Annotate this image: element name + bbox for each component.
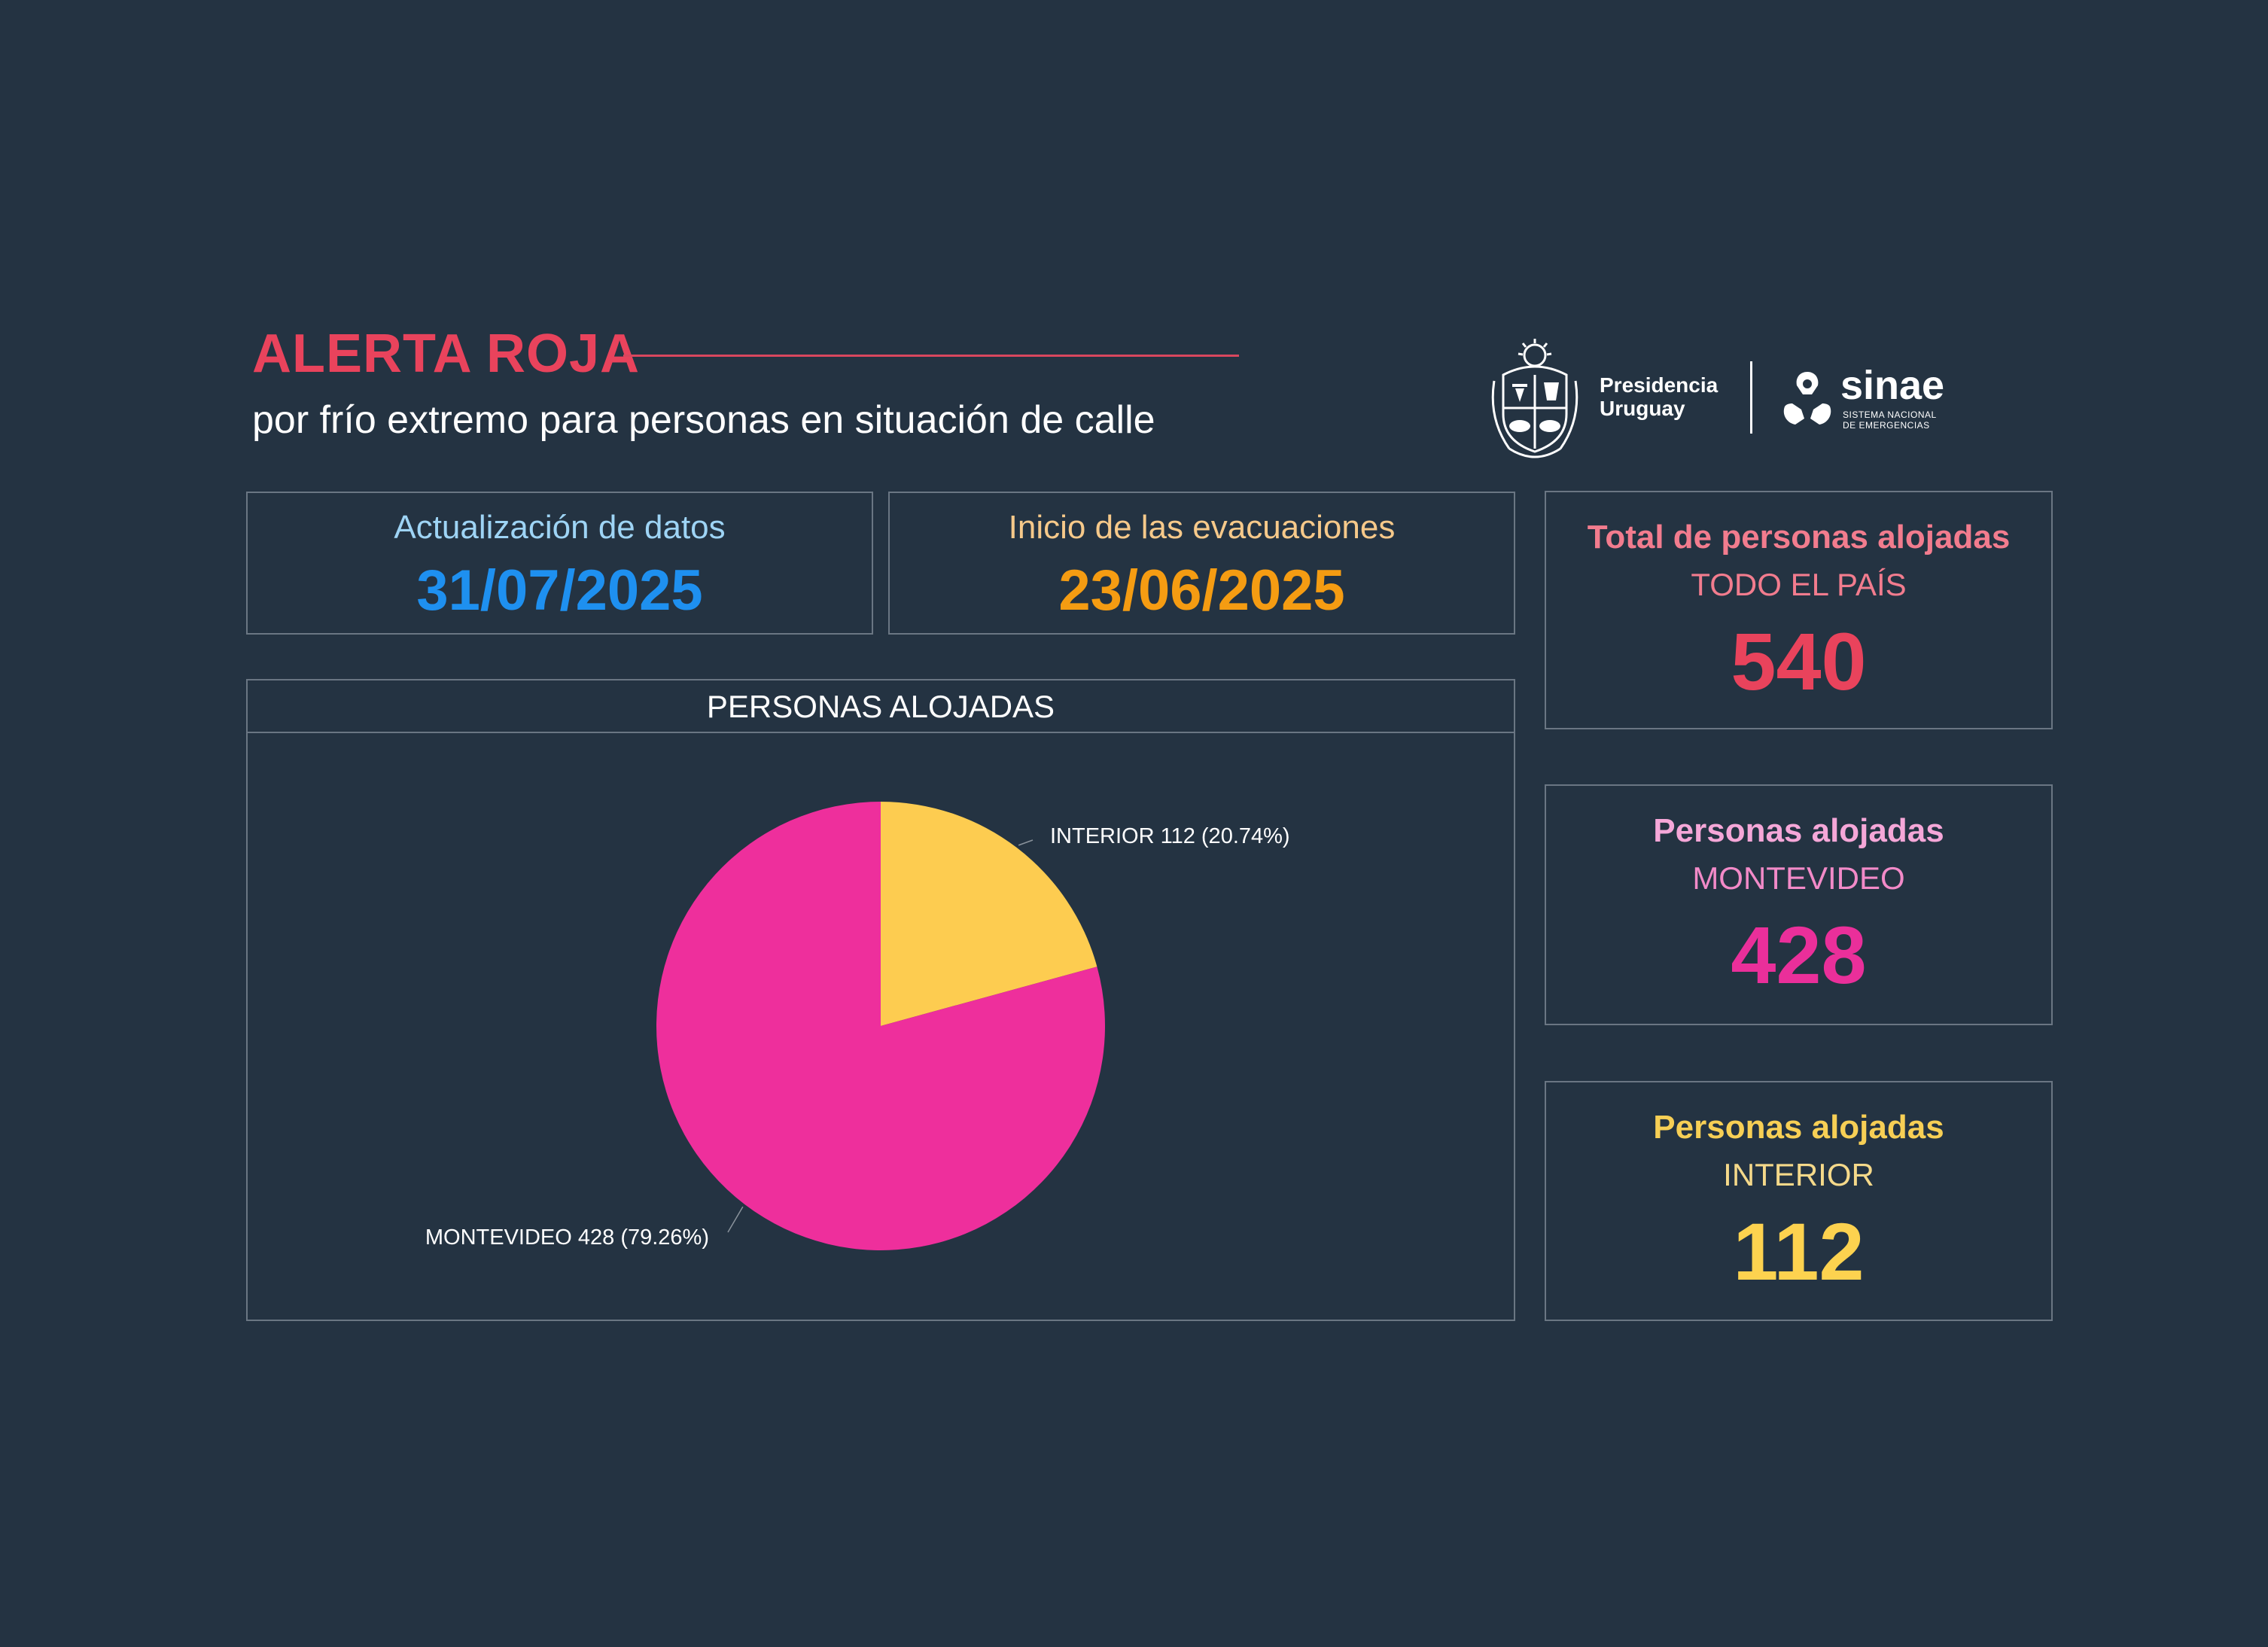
montevideo-stat-sub: MONTEVIDEO — [1692, 860, 1905, 896]
pie-label-interior: INTERIOR 112 (20.74%) — [1050, 824, 1290, 848]
total-stat-card: Total de personas alojadas TODO EL PAÍS … — [1545, 491, 2053, 729]
update-date-label: Actualización de datos — [394, 509, 726, 546]
page-subtitle: por frío extremo para personas en situac… — [252, 398, 1155, 442]
pie-slice-montevideo — [656, 802, 1105, 1250]
evacuation-start-label: Inicio de las evacuaciones — [1008, 509, 1396, 546]
logos: Presidencia Uruguay sinae SISTEMA NACION… — [1487, 330, 1953, 465]
sinae-logo-icon — [1783, 372, 1831, 425]
update-date-value: 31/07/2025 — [416, 559, 703, 623]
pie-slice-interior — [881, 802, 1097, 1026]
pie-chart: INTERIOR 112 (20.74%) MONTEVIDEO 428 (79.… — [425, 802, 1290, 1250]
interior-stat-value: 112 — [1733, 1206, 1865, 1297]
title-rule — [623, 355, 1239, 357]
pie-label-montevideo: MONTEVIDEO 428 (79.26%) — [425, 1225, 709, 1250]
interior-stat-card: Personas alojadas INTERIOR 112 — [1545, 1081, 2053, 1321]
page-title: ALERTA ROJA — [252, 324, 640, 384]
sinae-subtitle: SISTEMA NACIONAL DE EMERGENCIAS — [1843, 409, 1937, 431]
update-date-card: Actualización de datos 31/07/2025 — [246, 492, 873, 635]
interior-stat-label: Personas alojadas — [1653, 1109, 1944, 1146]
presidencia-label: Presidencia Uruguay — [1600, 373, 1719, 420]
total-stat-label: Total de personas alojadas — [1587, 519, 2011, 556]
evacuation-start-card: Inicio de las evacuaciones 23/06/2025 — [888, 492, 1515, 635]
total-stat-sub: TODO EL PAÍS — [1691, 567, 1907, 602]
chart-panel — [246, 732, 1515, 1321]
total-stat-value: 540 — [1731, 616, 1867, 707]
chart-title: PERSONAS ALOJADAS — [246, 679, 1515, 733]
pie-leader-interior — [1018, 839, 1034, 846]
coat-of-arms-icon — [1491, 339, 1578, 458]
pie-leader-montevideo — [727, 1206, 744, 1233]
montevideo-stat-card: Personas alojadas MONTEVIDEO 428 — [1545, 784, 2053, 1025]
montevideo-stat-value: 428 — [1731, 909, 1867, 1000]
sinae-wordmark: sinae — [1840, 363, 1945, 408]
montevideo-stat-label: Personas alojadas — [1653, 812, 1944, 849]
interior-stat-sub: INTERIOR — [1723, 1157, 1874, 1192]
logo-divider — [1750, 361, 1752, 434]
evacuation-start-value: 23/06/2025 — [1058, 559, 1345, 623]
